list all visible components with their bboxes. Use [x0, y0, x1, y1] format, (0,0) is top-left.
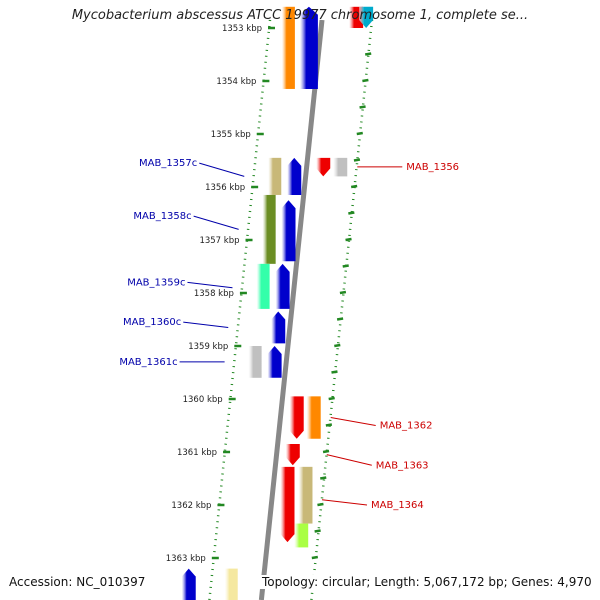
- feature-block-forward: [333, 157, 348, 177]
- gene-arrow-forward: [285, 444, 300, 466]
- feature-block-forward: [306, 396, 321, 439]
- scale-tick-label: 1355 kbp: [211, 130, 251, 140]
- scale-tick-label: 1360 kbp: [183, 395, 223, 405]
- gene-label-forward: MAB_1364: [371, 500, 424, 511]
- map-title: Mycobacterium abscessus ATCC 19977 chrom…: [71, 8, 529, 23]
- scale-minor-tick: [350, 184, 358, 189]
- scale-minor-tick: [320, 476, 327, 480]
- scale-minor-tick: [334, 343, 341, 348]
- scale-tick-label: 1359 kbp: [188, 342, 228, 352]
- scale-minor-tick: [356, 131, 363, 136]
- gene-label-reverse: MAB_1357c: [139, 158, 197, 169]
- scale-minor-tick: [359, 105, 366, 109]
- topology-label: Topology: circular; Length: 5,067,172 bp…: [260, 575, 594, 589]
- accession-label: Accession: NC_010397: [7, 575, 148, 589]
- gene-arrow-reverse: [267, 346, 282, 378]
- gene-label-reverse: MAB_1358c: [133, 211, 191, 222]
- scale-minor-tick: [331, 370, 338, 374]
- scale-tick-label: 1358 kbp: [194, 289, 234, 299]
- gene-arrow-reverse: [181, 568, 196, 600]
- backbone: [258, 19, 325, 600]
- gene-arrow-forward: [359, 6, 374, 29]
- gene-label-reverse: MAB_1360c: [123, 317, 181, 328]
- gene-arrow-reverse: [275, 263, 290, 309]
- gene-label-reverse: MAB_1359c: [127, 277, 185, 288]
- scale-minor-tick: [362, 78, 369, 83]
- scale-tick-label: 1354 kbp: [216, 77, 256, 87]
- gene-label-forward: MAB_1363: [376, 460, 429, 471]
- gene-arrow-reverse: [281, 200, 296, 262]
- gene-label-reverse: MAB_1361c: [119, 357, 177, 368]
- scale-tick-label: 1353 kbp: [222, 24, 262, 34]
- gene-arrow-forward: [316, 157, 331, 177]
- feature-block-reverse: [248, 346, 262, 378]
- scale-minor-tick: [336, 317, 344, 321]
- feature-block-forward: [294, 523, 309, 548]
- scale-minor-tick: [322, 449, 330, 454]
- feature-block-reverse: [281, 6, 295, 89]
- scale-tick-label: 1356 kbp: [205, 183, 245, 193]
- feature-block-forward: [298, 466, 313, 524]
- scale-tick-label: 1363 kbp: [166, 554, 206, 564]
- scale-minor-tick: [353, 158, 361, 162]
- gene-arrow-reverse: [299, 6, 318, 89]
- scale-minor-tick: [345, 237, 352, 242]
- gene-arrow-forward: [280, 466, 295, 543]
- gene-label-forward: MAB_1356: [406, 162, 459, 173]
- label-leader-forward: [326, 454, 372, 466]
- scale-minor-tick: [311, 555, 319, 560]
- scale-tick-label: 1357 kbp: [199, 236, 239, 246]
- scale-minor-tick: [317, 502, 324, 507]
- label-leader-forward: [330, 417, 376, 426]
- label-leader-forward: [321, 499, 368, 506]
- label-leader-reverse: [199, 162, 245, 177]
- gene-arrow-reverse: [271, 311, 286, 344]
- gene-label-forward: MAB_1362: [380, 421, 433, 432]
- scale-tick-label: 1362 kbp: [171, 501, 211, 511]
- scale-minor-tick: [314, 529, 321, 533]
- feature-block-reverse: [224, 568, 238, 600]
- scale-tick-label: 1361 kbp: [177, 448, 217, 458]
- label-leader-reverse: [183, 321, 229, 328]
- label-leader-reverse: [193, 215, 239, 230]
- feature-block-reverse: [256, 263, 270, 309]
- feature-block-reverse: [262, 194, 276, 264]
- scale-minor-tick: [339, 290, 347, 295]
- scale-minor-tick: [342, 264, 349, 268]
- gene-arrow-reverse: [287, 157, 302, 195]
- gene-arrow-forward: [289, 396, 304, 439]
- scale-minor-tick: [328, 396, 335, 401]
- feature-block-reverse: [268, 157, 282, 195]
- label-leader-reverse: [187, 281, 233, 289]
- scale-ring-outer: [208, 19, 272, 600]
- scale-minor-tick: [325, 423, 333, 427]
- scale-minor-tick: [348, 211, 355, 215]
- scale-minor-tick: [364, 52, 372, 56]
